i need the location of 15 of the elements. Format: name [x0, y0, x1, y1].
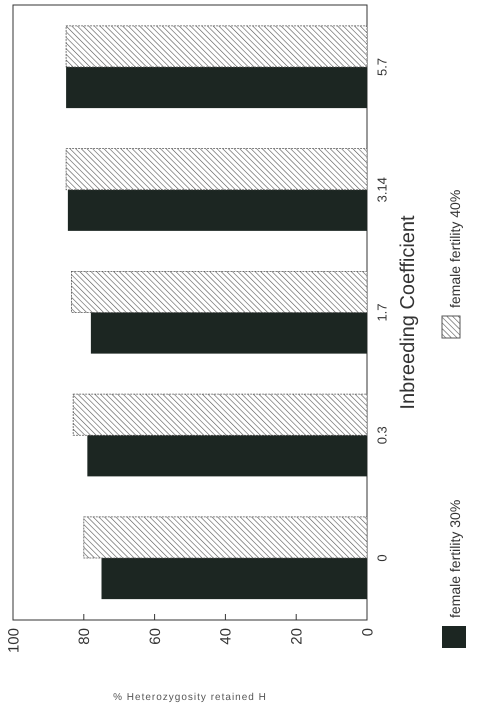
y-tick-label: 0.3: [374, 426, 390, 444]
x-tick-label: 100: [5, 628, 22, 654]
text: female fertility 30%: [446, 500, 463, 618]
y-tick-label: 5.7: [374, 58, 390, 76]
x-axis-title: % Heterozygosity retained H: [113, 692, 267, 703]
y-tick-label: 0: [374, 554, 390, 562]
x-tick-label: 40: [218, 628, 235, 645]
x-tick-label: 80: [76, 628, 94, 645]
x-tick-label: 60: [146, 628, 164, 645]
y-tick-label: 3.14: [374, 177, 390, 202]
y-axis-title: Inbreeding Coefficient: [397, 214, 419, 410]
x-tick-label: 20: [288, 628, 306, 645]
y-tick-label: 1.7: [374, 303, 390, 322]
x-tick-label: 0: [359, 628, 376, 636]
text: female fertility 40%: [446, 190, 463, 308]
